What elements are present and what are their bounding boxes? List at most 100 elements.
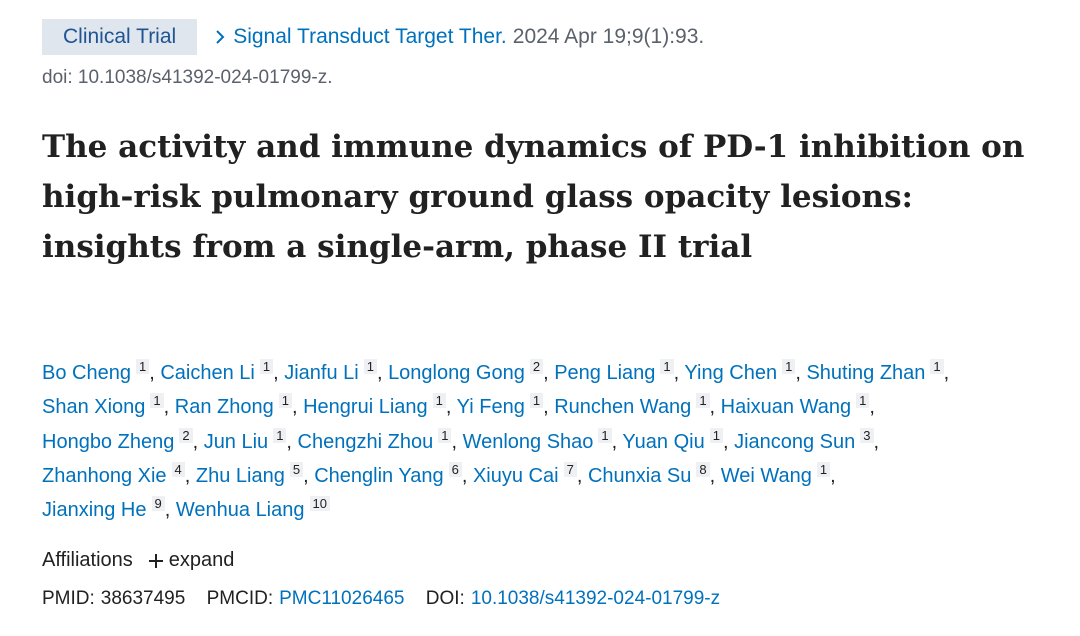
citation-details: 2024 Apr 19;9(1):93. bbox=[512, 25, 705, 48]
author-list: Bo Cheng 1 Caichen Li 1 Jianfu Li 1 Longlon… bbox=[42, 356, 1072, 527]
affiliations-label: Affiliations bbox=[42, 549, 133, 571]
journal-link[interactable]: Signal Transduct Target Ther. bbox=[233, 25, 507, 48]
author-link[interactable]: Chunxia Su bbox=[587, 464, 692, 487]
affiliation-number[interactable]: 10 bbox=[309, 496, 330, 512]
author-link[interactable]: Hengrui Liang bbox=[303, 396, 428, 419]
author-link[interactable]: Chenglin Yang bbox=[314, 464, 444, 487]
author: Xiuyu Cai 7 bbox=[472, 461, 582, 487]
affiliation-number[interactable]: 1 bbox=[438, 427, 452, 443]
author-link[interactable]: Shan Xiong bbox=[42, 396, 146, 419]
affiliation-number[interactable]: 1 bbox=[856, 393, 870, 409]
author-link[interactable]: Longlong Gong bbox=[388, 362, 525, 384]
affiliation-number[interactable]: 1 bbox=[598, 427, 612, 443]
affiliation-number[interactable]: 1 bbox=[709, 427, 723, 443]
affiliation-number[interactable]: 1 bbox=[135, 359, 150, 374]
pmcid-link[interactable]: PMC11026465 bbox=[279, 588, 405, 609]
affiliation-number[interactable]: 1 bbox=[660, 359, 674, 374]
author-link[interactable]: Zhu Liang bbox=[195, 464, 285, 487]
affiliation-number[interactable]: 1 bbox=[782, 359, 796, 374]
affiliation-number[interactable]: 2 bbox=[179, 427, 193, 443]
affiliation-number[interactable]: 4 bbox=[171, 461, 185, 477]
doi-label: DOI: bbox=[425, 588, 465, 609]
author: Ying Chen 1 bbox=[684, 359, 801, 384]
author-link[interactable]: Shuting Zhan bbox=[806, 362, 926, 384]
doi-link[interactable]: 10.1038/s41392-024-01799-z bbox=[470, 588, 721, 609]
author-link[interactable]: Wei Wang bbox=[720, 464, 812, 487]
author: Hongbo Zheng 2 bbox=[42, 427, 198, 453]
affiliation-number[interactable]: 2 bbox=[529, 359, 544, 374]
affiliation-number[interactable]: 1 bbox=[529, 393, 544, 409]
affiliation-number[interactable]: 1 bbox=[696, 393, 710, 409]
affiliation-number[interactable]: 5 bbox=[289, 461, 304, 477]
author-link[interactable]: Runchen Wang bbox=[554, 396, 692, 419]
author-link[interactable]: Xiuyu Cai bbox=[472, 464, 559, 487]
author: Peng Liang 1 bbox=[554, 359, 679, 384]
citation-row: Clinical Trial Signal Transduct Target T… bbox=[42, 19, 704, 55]
author: Longlong Gong 2 bbox=[388, 359, 549, 384]
author: Yi Feng 1 bbox=[456, 393, 549, 419]
author: Runchen Wang 1 bbox=[554, 393, 715, 419]
author: Chengzhi Zhou 1 bbox=[297, 427, 457, 453]
affiliation-number[interactable]: 1 bbox=[150, 393, 164, 409]
pmid-label: PMID: bbox=[42, 588, 95, 609]
pmid: 38637495 bbox=[100, 588, 186, 609]
author-link[interactable]: Zhanhong Xie bbox=[42, 464, 167, 487]
affiliation-number[interactable]: 3 bbox=[860, 427, 874, 443]
author: Chenglin Yang 6 bbox=[314, 461, 467, 487]
author: Chunxia Su 8 bbox=[587, 461, 715, 487]
plus-icon[interactable] bbox=[148, 553, 163, 568]
identifiers: PMID: 38637495 PMCID: PMC11026465 DOI: 10.1… bbox=[42, 588, 720, 610]
author: Jun Liu 1 bbox=[203, 427, 292, 453]
author: Wenhua Liang 10 bbox=[175, 496, 330, 522]
affiliation-number[interactable]: 1 bbox=[278, 393, 292, 409]
author-link[interactable]: Hongbo Zheng bbox=[42, 430, 175, 453]
author-link[interactable]: Caichen Li bbox=[160, 362, 255, 384]
pmcid-label: PMCID: bbox=[206, 588, 274, 609]
author: Wenlong Shao 1 bbox=[462, 427, 617, 453]
author-link[interactable]: Jun Liu bbox=[203, 430, 269, 453]
author-link[interactable]: Haixuan Wang bbox=[720, 396, 852, 419]
author: Caichen Li 1 bbox=[160, 359, 279, 384]
expand-button[interactable]: expand bbox=[168, 549, 235, 571]
author: Yuan Qiu 1 bbox=[622, 427, 729, 453]
author: Jianfu Li 1 bbox=[284, 359, 383, 384]
author-link[interactable]: Chengzhi Zhou bbox=[297, 430, 434, 453]
author: Haixuan Wang 1 bbox=[720, 393, 875, 419]
author: Shan Xiong 1 bbox=[42, 393, 169, 419]
affiliation-number[interactable]: 1 bbox=[273, 427, 287, 443]
author: Wei Wang 1 bbox=[720, 461, 836, 487]
author-link[interactable]: Ying Chen bbox=[684, 362, 778, 384]
author-link[interactable]: Jianxing He bbox=[42, 499, 147, 522]
affiliation-number[interactable]: 1 bbox=[259, 359, 274, 374]
affiliation-number[interactable]: 1 bbox=[432, 393, 446, 409]
author: Jianxing He 9 bbox=[42, 496, 170, 522]
author: Shuting Zhan 1 bbox=[806, 359, 949, 384]
affiliation-number[interactable]: 8 bbox=[696, 461, 710, 477]
author-link[interactable]: Wenlong Shao bbox=[462, 430, 594, 453]
author-link[interactable]: Wenhua Liang bbox=[175, 499, 305, 522]
author-link[interactable]: Jiancong Sun bbox=[734, 430, 856, 453]
affiliations: Affiliations expand bbox=[42, 549, 234, 572]
author: Zhanhong Xie 4 bbox=[42, 461, 190, 487]
affiliation-number[interactable]: 1 bbox=[816, 461, 831, 477]
doi-line: doi: 10.1038/s41392-024-01799-z. bbox=[42, 67, 333, 88]
author-link[interactable]: Peng Liang bbox=[554, 362, 656, 384]
affiliation-number[interactable]: 1 bbox=[930, 359, 944, 374]
author: Zhu Liang 5 bbox=[195, 461, 309, 487]
affiliation-number[interactable]: 9 bbox=[151, 496, 165, 512]
author-link[interactable]: Yuan Qiu bbox=[622, 430, 705, 453]
affiliation-number[interactable]: 1 bbox=[363, 359, 377, 374]
affiliation-number[interactable]: 7 bbox=[563, 461, 577, 477]
author: Ran Zhong 1 bbox=[174, 393, 298, 419]
badge: Clinical Trial bbox=[42, 19, 198, 55]
author: Jiancong Sun 3 bbox=[734, 427, 879, 453]
author-link[interactable]: Jianfu Li bbox=[284, 362, 359, 384]
affiliation-number[interactable]: 6 bbox=[448, 461, 462, 477]
author: Hengrui Liang 1 bbox=[303, 393, 451, 419]
chevron-icon bbox=[216, 30, 225, 44]
author: Bo Cheng 1 bbox=[42, 359, 155, 384]
author-link[interactable]: Bo Cheng bbox=[42, 362, 131, 384]
author-link[interactable]: Ran Zhong bbox=[174, 396, 274, 419]
author-link[interactable]: Yi Feng bbox=[456, 396, 525, 419]
